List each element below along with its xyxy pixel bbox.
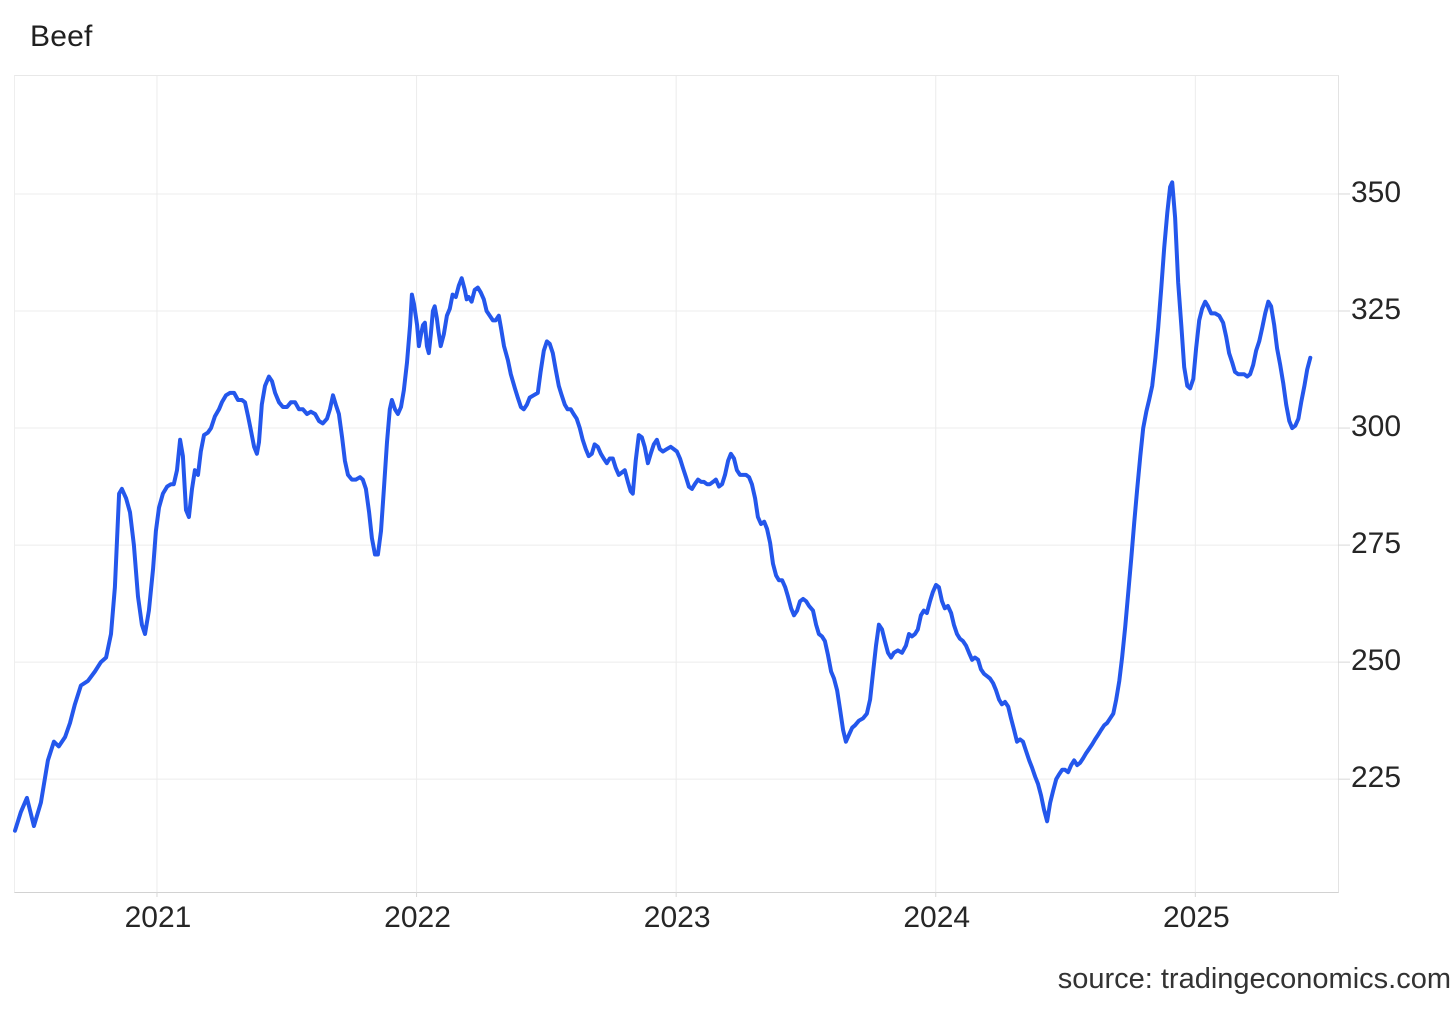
- x-tick-label: 2024: [903, 901, 971, 934]
- axis-tick-marks: [156, 193, 1350, 897]
- x-tick-label: 2023: [643, 901, 711, 934]
- source-attribution: source: tradingeconomics.com: [1057, 963, 1451, 995]
- plot-area[interactable]: [13, 75, 1350, 897]
- y-tick-label: 300: [1351, 410, 1402, 444]
- y-tick-label: 325: [1351, 293, 1402, 326]
- y-tick-label: 350: [1351, 175, 1402, 209]
- line-chart-canvas: [13, 76, 1350, 897]
- x-tick-label: 2021: [124, 901, 192, 934]
- chart-title: Beef: [30, 20, 93, 53]
- y-tick-label: 250: [1351, 644, 1402, 678]
- x-tick-label: 2025: [1162, 901, 1230, 934]
- y-tick-label: 275: [1351, 527, 1402, 561]
- beef-price-line: [13, 180, 1313, 833]
- vertical-gridlines: [156, 76, 1196, 892]
- y-tick-label: 225: [1351, 761, 1402, 795]
- x-tick-label: 2022: [384, 901, 451, 934]
